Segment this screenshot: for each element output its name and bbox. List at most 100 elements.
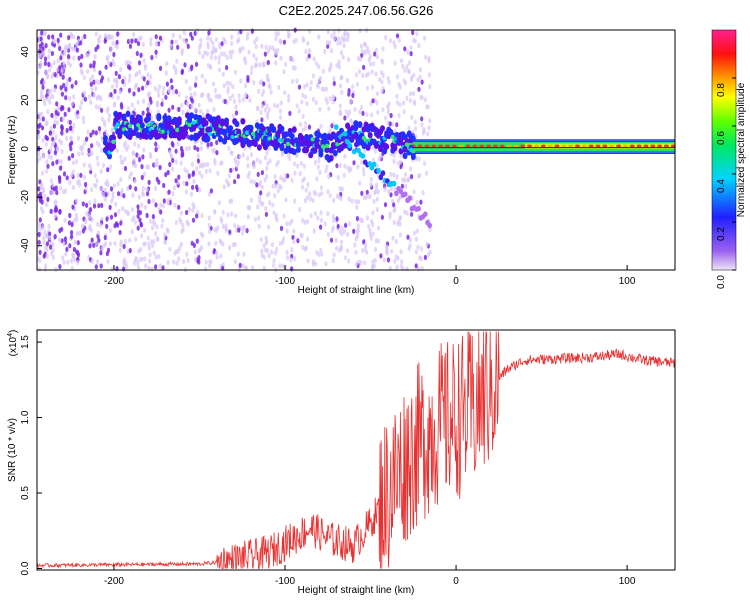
noise-speck: [301, 244, 305, 250]
noise-speck: [403, 177, 407, 183]
noise-speck: [313, 159, 317, 166]
noise-speck: [308, 191, 312, 197]
noise-speck: [64, 135, 69, 141]
noise-speck: [258, 80, 262, 86]
noise-speck: [374, 238, 378, 244]
noise-speck: [138, 157, 142, 163]
noise-speck: [99, 263, 103, 269]
noise-speck: [259, 190, 263, 196]
noise-speck: [94, 86, 98, 92]
noise-speck: [293, 170, 297, 176]
noise-speck: [421, 190, 425, 196]
noise-speck: [237, 36, 241, 43]
carrier-peak: [540, 144, 546, 148]
noise-speck: [137, 36, 141, 42]
noise-speck: [288, 155, 292, 162]
noise-speck: [45, 159, 49, 165]
noise-speck: [93, 173, 97, 179]
noise-speck: [298, 206, 302, 213]
noise-speck: [417, 156, 421, 162]
noise-speck: [260, 248, 264, 254]
noise-speck: [175, 260, 179, 266]
carrier-peak: [527, 144, 533, 148]
noise-speck: [226, 89, 230, 95]
trace-core: [175, 127, 180, 133]
noise-speck: [193, 91, 197, 97]
noise-speck: [193, 249, 197, 255]
noise-speck: [119, 102, 123, 108]
carrier-peak: [486, 144, 492, 148]
noise-speck: [98, 70, 102, 76]
noise-speck: [366, 71, 371, 77]
noise-speck: [419, 199, 423, 205]
noise-speck: [132, 157, 136, 163]
noise-speck: [104, 192, 108, 198]
noise-speck: [189, 191, 194, 197]
noise-speck: [141, 41, 145, 48]
noise-speck: [141, 192, 145, 198]
noise-speck: [408, 237, 412, 243]
noise-speck: [38, 249, 42, 255]
noise-speck: [375, 163, 379, 169]
noise-speck: [88, 200, 92, 206]
noise-speck: [48, 147, 53, 153]
noise-speck: [246, 163, 250, 169]
noise-speck: [38, 258, 42, 264]
colorbar-tick-label: 0.0: [716, 275, 727, 289]
noise-speck: [154, 147, 158, 153]
noise-speck: [315, 176, 319, 182]
noise-speck: [113, 212, 118, 218]
noise-speck: [211, 81, 216, 87]
noise-speck: [311, 73, 315, 79]
carrier-peak: [554, 144, 560, 148]
noise-speck: [355, 81, 360, 87]
noise-speck: [351, 84, 355, 90]
noise-speck: [70, 234, 74, 240]
noise-speck: [136, 264, 141, 271]
noise-speck: [231, 242, 235, 248]
noise-speck: [114, 70, 118, 76]
noise-speck: [297, 108, 301, 114]
noise-speck: [182, 29, 186, 36]
noise-speck: [144, 263, 148, 269]
noise-speck: [404, 183, 408, 189]
noise-speck: [302, 163, 306, 169]
noise-speck: [246, 77, 250, 83]
noise-speck: [285, 221, 289, 227]
noise-speck: [146, 191, 150, 197]
noise-speck: [337, 194, 341, 200]
trace-blob: [279, 125, 285, 132]
trace-blob: [189, 112, 195, 119]
noise-speck: [400, 258, 404, 265]
noise-speck: [319, 123, 323, 130]
noise-speck: [139, 221, 143, 227]
noise-speck: [271, 183, 275, 189]
noise-speck: [383, 202, 388, 208]
trace-blob: [271, 126, 277, 133]
noise-speck: [126, 64, 131, 70]
noise-speck: [58, 138, 62, 144]
noise-speck: [90, 237, 94, 243]
noise-speck: [160, 101, 164, 107]
snr-scale-label: (x104): [7, 330, 19, 357]
noise-speck: [107, 113, 112, 119]
trace-branch: [351, 148, 357, 155]
noise-speck: [365, 112, 369, 118]
carrier-peak: [575, 144, 580, 148]
noise-speck: [418, 67, 423, 73]
noise-speck: [340, 225, 344, 231]
noise-speck: [130, 217, 135, 223]
noise-speck: [119, 154, 123, 160]
noise-speck: [217, 67, 221, 73]
carrier-peak: [513, 144, 519, 148]
carrier-peak: [663, 144, 669, 148]
noise-speck: [133, 219, 138, 225]
noise-speck: [343, 255, 348, 261]
trace-core: [404, 142, 410, 147]
noise-speck: [71, 34, 76, 40]
noise-speck: [100, 202, 104, 208]
noise-speck: [244, 265, 248, 271]
noise-speck: [44, 202, 49, 208]
noise-speck: [402, 100, 406, 106]
noise-speck: [97, 80, 101, 86]
